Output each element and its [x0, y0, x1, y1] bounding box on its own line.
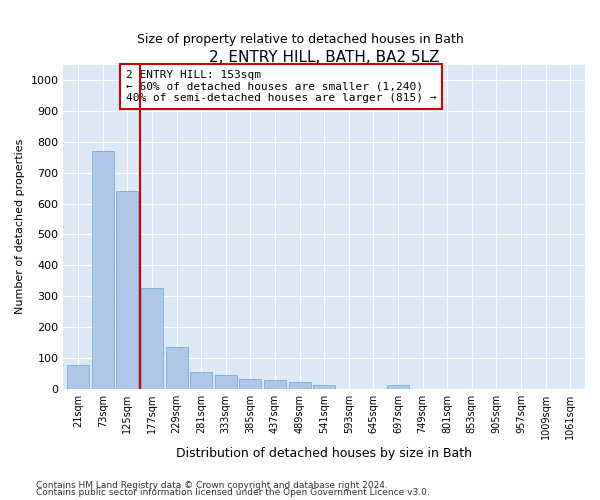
Bar: [264, 380, 286, 388]
Bar: [289, 382, 311, 388]
Bar: [387, 386, 409, 388]
Bar: [166, 347, 188, 389]
Text: 2 ENTRY HILL: 153sqm
← 60% of detached houses are smaller (1,240)
40% of semi-de: 2 ENTRY HILL: 153sqm ← 60% of detached h…: [126, 70, 437, 103]
Bar: [141, 288, 163, 388]
Bar: [313, 386, 335, 388]
Text: Contains HM Land Registry data © Crown copyright and database right 2024.: Contains HM Land Registry data © Crown c…: [36, 480, 388, 490]
Bar: [67, 366, 89, 388]
Bar: [239, 380, 262, 388]
Bar: [215, 374, 237, 388]
Title: 2, ENTRY HILL, BATH, BA2 5LZ: 2, ENTRY HILL, BATH, BA2 5LZ: [209, 50, 439, 65]
Bar: [92, 152, 114, 388]
Bar: [116, 192, 139, 388]
X-axis label: Distribution of detached houses by size in Bath: Distribution of detached houses by size …: [176, 447, 472, 460]
Bar: [190, 372, 212, 388]
Text: Contains public sector information licensed under the Open Government Licence v3: Contains public sector information licen…: [36, 488, 430, 497]
Text: Size of property relative to detached houses in Bath: Size of property relative to detached ho…: [137, 32, 463, 46]
Y-axis label: Number of detached properties: Number of detached properties: [15, 139, 25, 314]
